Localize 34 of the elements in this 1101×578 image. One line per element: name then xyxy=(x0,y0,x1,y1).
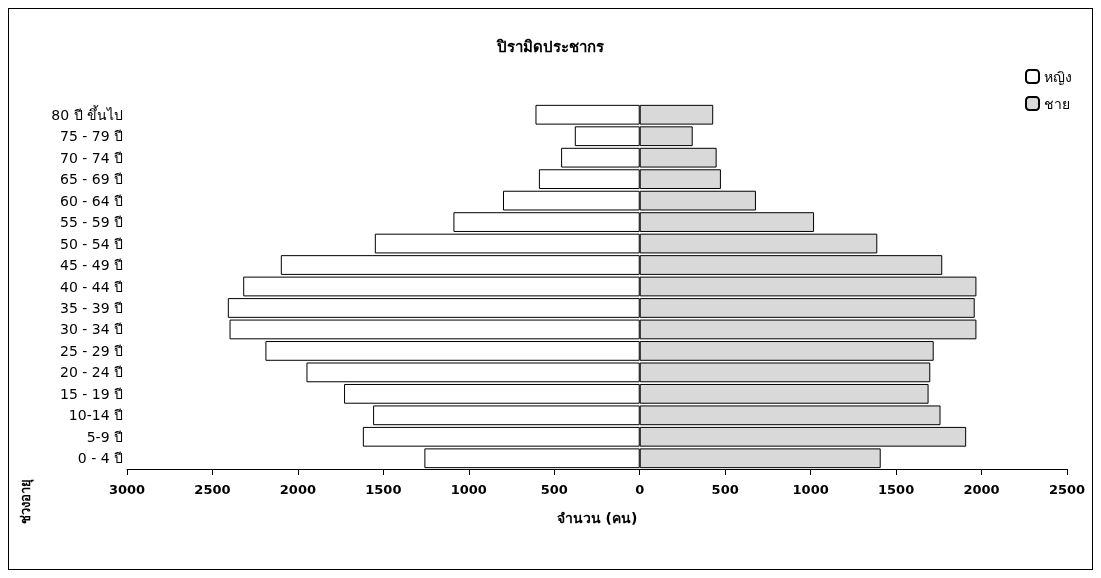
y-tick-label: 50 - 54 ปี xyxy=(59,235,123,252)
x-tick-label: 500 xyxy=(711,482,739,497)
y-tick-label: 30 - 34 ปี xyxy=(59,321,123,338)
legend-label: หญิง xyxy=(1044,68,1072,85)
x-tick-label: 2500 xyxy=(194,482,231,497)
y-tick-label: 25 - 29 ปี xyxy=(59,342,123,359)
y-tick-label: 55 - 59 ปี xyxy=(59,214,123,231)
y-tick-label: 75 - 79 ปี xyxy=(59,128,123,145)
legend-label: ชาย xyxy=(1044,95,1070,112)
x-tick-label: 1500 xyxy=(365,482,402,497)
y-tick-label: 70 - 74 ปี xyxy=(59,149,123,166)
y-tick-label: 35 - 39 ปี xyxy=(59,299,123,316)
x-tick-label: 2000 xyxy=(279,482,316,497)
y-tick-label: 15 - 19 ปี xyxy=(59,385,123,402)
x-tick-label: 1000 xyxy=(792,482,829,497)
x-tick-label: 1000 xyxy=(450,482,487,497)
x-tick-label: 2000 xyxy=(963,482,1000,497)
y-axis-title: ช่วงอายุ xyxy=(18,479,34,524)
x-tick-label: 0 xyxy=(635,482,645,497)
y-tick-label: 80 ปี ขึ้นไป xyxy=(51,104,123,123)
y-tick-label: 0 - 4 ปี xyxy=(77,450,123,467)
y-tick-label: 65 - 69 ปี xyxy=(59,171,123,188)
x-tick-label: 500 xyxy=(540,482,568,497)
y-tick-label: 20 - 24 ปี xyxy=(59,364,123,381)
y-tick-label: 5-9 ปี xyxy=(86,428,123,445)
x-axis-title: จำนวน (คน) xyxy=(556,510,638,526)
y-tick-label: 40 - 44 ปี xyxy=(59,278,123,295)
x-tick-label: 3000 xyxy=(108,482,146,497)
x-tick-label: 1500 xyxy=(878,482,915,497)
chart-title: ปิรามิดประชากร xyxy=(496,37,605,56)
y-tick-label: 45 - 49 ปี xyxy=(59,257,123,274)
x-tick-label: 2500 xyxy=(1048,482,1086,497)
y-tick-label: 60 - 64 ปี xyxy=(59,192,123,209)
y-tick-label: 10-14 ปี xyxy=(68,407,123,424)
